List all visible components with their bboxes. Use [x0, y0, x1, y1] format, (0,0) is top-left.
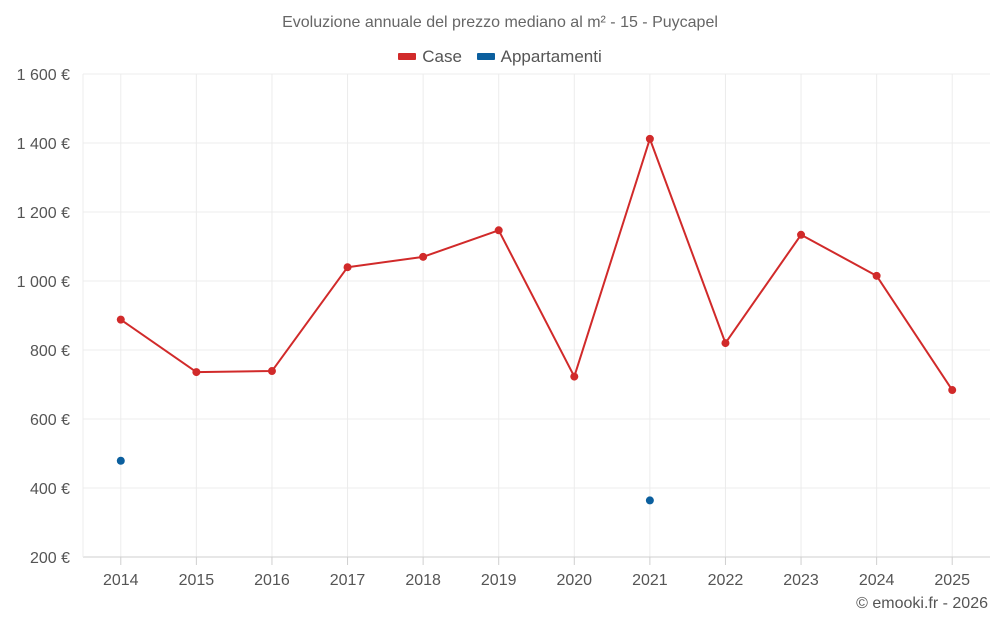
axes: 200 € 400 € 600 € 800 € 1 000 € 1 200 € 1 400 …	[17, 67, 970, 589]
x-tick-label-2022: 2022	[708, 572, 744, 589]
x-tick-label-2014: 2014	[103, 572, 139, 589]
series	[116, 134, 957, 505]
y-tick-label: 200 €	[30, 550, 70, 567]
legend: Case Appartamenti	[0, 45, 1000, 67]
x-tick-label-2019: 2019	[481, 572, 517, 589]
data-point-case-2021[interactable]	[645, 134, 654, 143]
chart-title: Evoluzione annuale del prezzo mediano al…	[282, 14, 718, 31]
data-point-case-2018[interactable]	[419, 252, 428, 261]
data-point-case-2025[interactable]	[948, 386, 957, 395]
legend-item-case[interactable]: Case	[398, 47, 462, 67]
y-tick-label: 600 €	[30, 412, 70, 429]
y-tick-label: 1 400 €	[17, 136, 70, 153]
series-line-case	[120, 137, 954, 391]
data-point-case-2022[interactable]	[721, 339, 730, 348]
grid	[83, 73, 990, 558]
legend-swatch-appartamenti	[476, 53, 495, 60]
legend-item-appartamenti[interactable]: Appartamenti	[476, 46, 602, 67]
x-tick-label-2018: 2018	[405, 572, 441, 589]
legend-label-case: Case	[422, 46, 462, 66]
y-tick-label: 1 200 €	[17, 205, 70, 222]
data-point-appartamenti-2021[interactable]	[645, 496, 654, 505]
legend-label-appartamenti: Appartamenti	[500, 46, 602, 66]
x-tick-label-2023: 2023	[783, 572, 819, 589]
data-point-case-2019[interactable]	[494, 226, 503, 235]
x-tick-label-2016: 2016	[254, 572, 290, 589]
x-tick-label-2021: 2021	[632, 572, 668, 589]
x-tick-label-2020: 2020	[556, 572, 592, 589]
y-tick-label: 1 600 €	[17, 67, 70, 84]
y-tick-label: 1 000 €	[17, 274, 70, 291]
x-tick-label-2017: 2017	[330, 572, 366, 589]
data-point-case-2014[interactable]	[116, 315, 125, 324]
x-tick-label-2024: 2024	[859, 572, 895, 589]
data-point-case-2020[interactable]	[570, 372, 579, 381]
x-tick-label-2025: 2025	[934, 572, 970, 589]
data-point-appartamenti-2014[interactable]	[116, 456, 125, 465]
data-point-case-2024[interactable]	[872, 271, 881, 280]
x-tick-label-2015: 2015	[179, 572, 215, 589]
data-point-case-2016[interactable]	[267, 367, 276, 376]
y-tick-label: 800 €	[30, 343, 70, 360]
data-point-case-2023[interactable]	[797, 230, 806, 239]
y-tick-label: 400 €	[30, 481, 70, 498]
data-point-case-2015[interactable]	[192, 368, 201, 377]
legend-swatch-case	[398, 53, 417, 60]
source-watermark: © emooki.fr - 2026	[856, 595, 988, 612]
data-point-case-2017[interactable]	[343, 263, 352, 272]
